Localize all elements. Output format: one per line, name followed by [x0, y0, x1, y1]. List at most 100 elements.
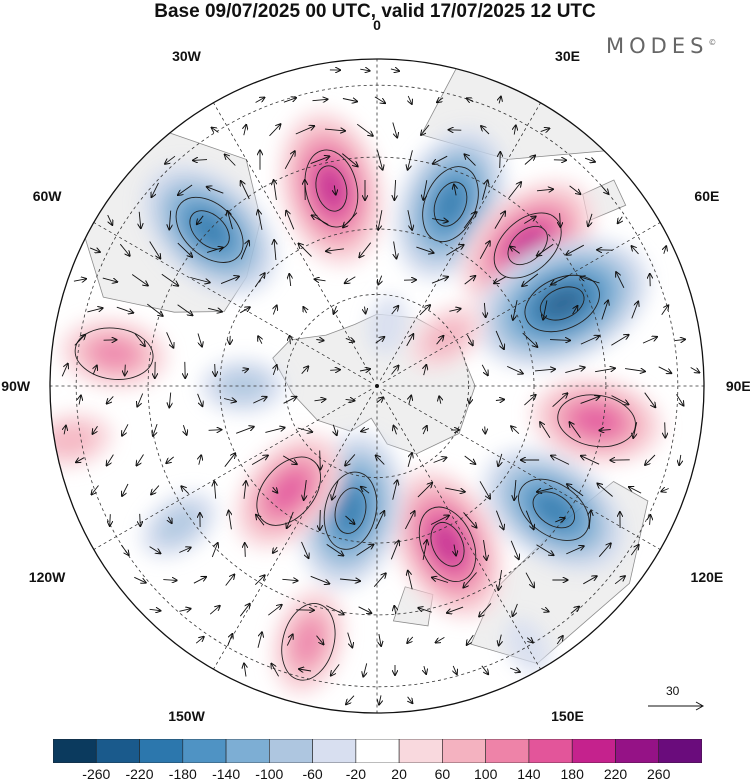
- wind-vector: [423, 180, 428, 200]
- wind-vector: [149, 609, 161, 610]
- wind-vector: [295, 126, 314, 135]
- wind-vector: [479, 603, 492, 616]
- wind-vector: [513, 603, 518, 616]
- wind-vector: [391, 306, 399, 315]
- anomaly-cell: [474, 237, 650, 370]
- wind-vector: [534, 369, 555, 371]
- wind-vector: [495, 330, 504, 349]
- wind-vector: [394, 606, 395, 615]
- wind-vector: [408, 95, 412, 104]
- wind-vector: [193, 577, 206, 584]
- wind-vector: [74, 335, 85, 346]
- wind-vector: [500, 152, 501, 169]
- wind-vector: [481, 180, 487, 200]
- wind-vector: [644, 392, 656, 408]
- contour-ring: [334, 487, 367, 534]
- wind-vector: [359, 242, 372, 258]
- modes-logo: MODES©: [606, 34, 717, 58]
- wind-vector: [273, 365, 276, 376]
- wind-vector: [183, 425, 186, 435]
- wind-vector: [376, 150, 382, 169]
- colorbar-swatch: [615, 739, 660, 763]
- wind-vector: [332, 480, 339, 500]
- wind-vector: [312, 99, 328, 100]
- wind-vector: [597, 484, 613, 497]
- wind-vector: [122, 483, 129, 496]
- wind-vector: [481, 126, 490, 135]
- wind-vector: [137, 393, 144, 407]
- wind-vector: [346, 695, 355, 705]
- wind-vector: [611, 335, 628, 346]
- contour-lines: [74, 149, 636, 681]
- colorbar-tick-label: -220: [125, 766, 154, 782]
- wind-vector: [676, 394, 684, 405]
- wind-vector: [229, 511, 232, 530]
- wind-vector: [239, 604, 249, 617]
- wind-vector: [361, 487, 370, 494]
- wind-vector: [540, 422, 551, 439]
- wind-vector: [116, 306, 133, 313]
- wind-vector: [570, 607, 579, 614]
- wind-vector: [466, 334, 472, 345]
- wind-vector: [166, 332, 174, 347]
- reference-vector-value: 30: [666, 684, 680, 698]
- wind-vector: [616, 272, 625, 289]
- wind-vector: [629, 487, 642, 494]
- wind-vector: [224, 453, 235, 467]
- wind-vector: [407, 636, 414, 643]
- wind-vector: [274, 180, 277, 200]
- wind-vector: [580, 397, 600, 404]
- wind-vector: [618, 216, 623, 224]
- wind-vector: [650, 515, 651, 525]
- anomaly-cell: [390, 468, 505, 620]
- wind-vector: [469, 396, 470, 404]
- wind-vector: [524, 395, 535, 406]
- wind-vector: [392, 122, 397, 138]
- wind-vector: [268, 605, 281, 616]
- wind-vector: [169, 392, 170, 408]
- wind-vector: [190, 277, 209, 283]
- wind-vector: [282, 455, 297, 464]
- wind-vector: [273, 486, 278, 493]
- wind-vector: [326, 605, 343, 615]
- colorbar-swatch: [571, 739, 616, 763]
- colorbar-swatch: [398, 739, 443, 763]
- wind-vector: [679, 454, 681, 465]
- wind-vector: [661, 305, 669, 315]
- wind-vector: [342, 99, 357, 102]
- contour-ring: [433, 181, 468, 227]
- wind-vector: [168, 516, 171, 523]
- wind-vector: [273, 546, 277, 553]
- wind-vector: [304, 480, 307, 500]
- longitude-label: 120W: [28, 568, 66, 585]
- wind-vector: [324, 129, 345, 131]
- wind-vector: [178, 184, 193, 195]
- wind-vector: [244, 125, 246, 136]
- colorbar-tick-label: 60: [434, 766, 451, 782]
- wind-vector: [258, 210, 263, 230]
- wind-vector: [485, 426, 486, 434]
- wind-vector: [134, 333, 145, 346]
- wind-vector: [334, 306, 337, 314]
- wind-vector: [467, 98, 474, 101]
- wind-vector: [536, 189, 553, 191]
- wind-vector: [484, 540, 487, 560]
- wind-vector: [464, 276, 476, 285]
- wind-vector: [225, 155, 236, 166]
- wind-vector: [588, 213, 593, 226]
- wind-vector: [303, 307, 306, 314]
- wind-vector: [286, 211, 295, 230]
- wind-vector: [484, 302, 485, 317]
- wind-vector: [437, 98, 444, 102]
- wind-vector: [390, 541, 398, 560]
- wind-vector: [436, 336, 444, 345]
- wind-vector: [92, 485, 99, 495]
- wind-vector: [374, 96, 385, 103]
- wind-vector: [522, 273, 539, 286]
- wind-vector: [61, 364, 68, 377]
- wind-vector: [540, 128, 550, 131]
- wind-vector: [286, 634, 292, 646]
- wind-vector: [87, 308, 102, 313]
- wind-vector: [299, 669, 312, 671]
- wind-vector: [499, 634, 502, 646]
